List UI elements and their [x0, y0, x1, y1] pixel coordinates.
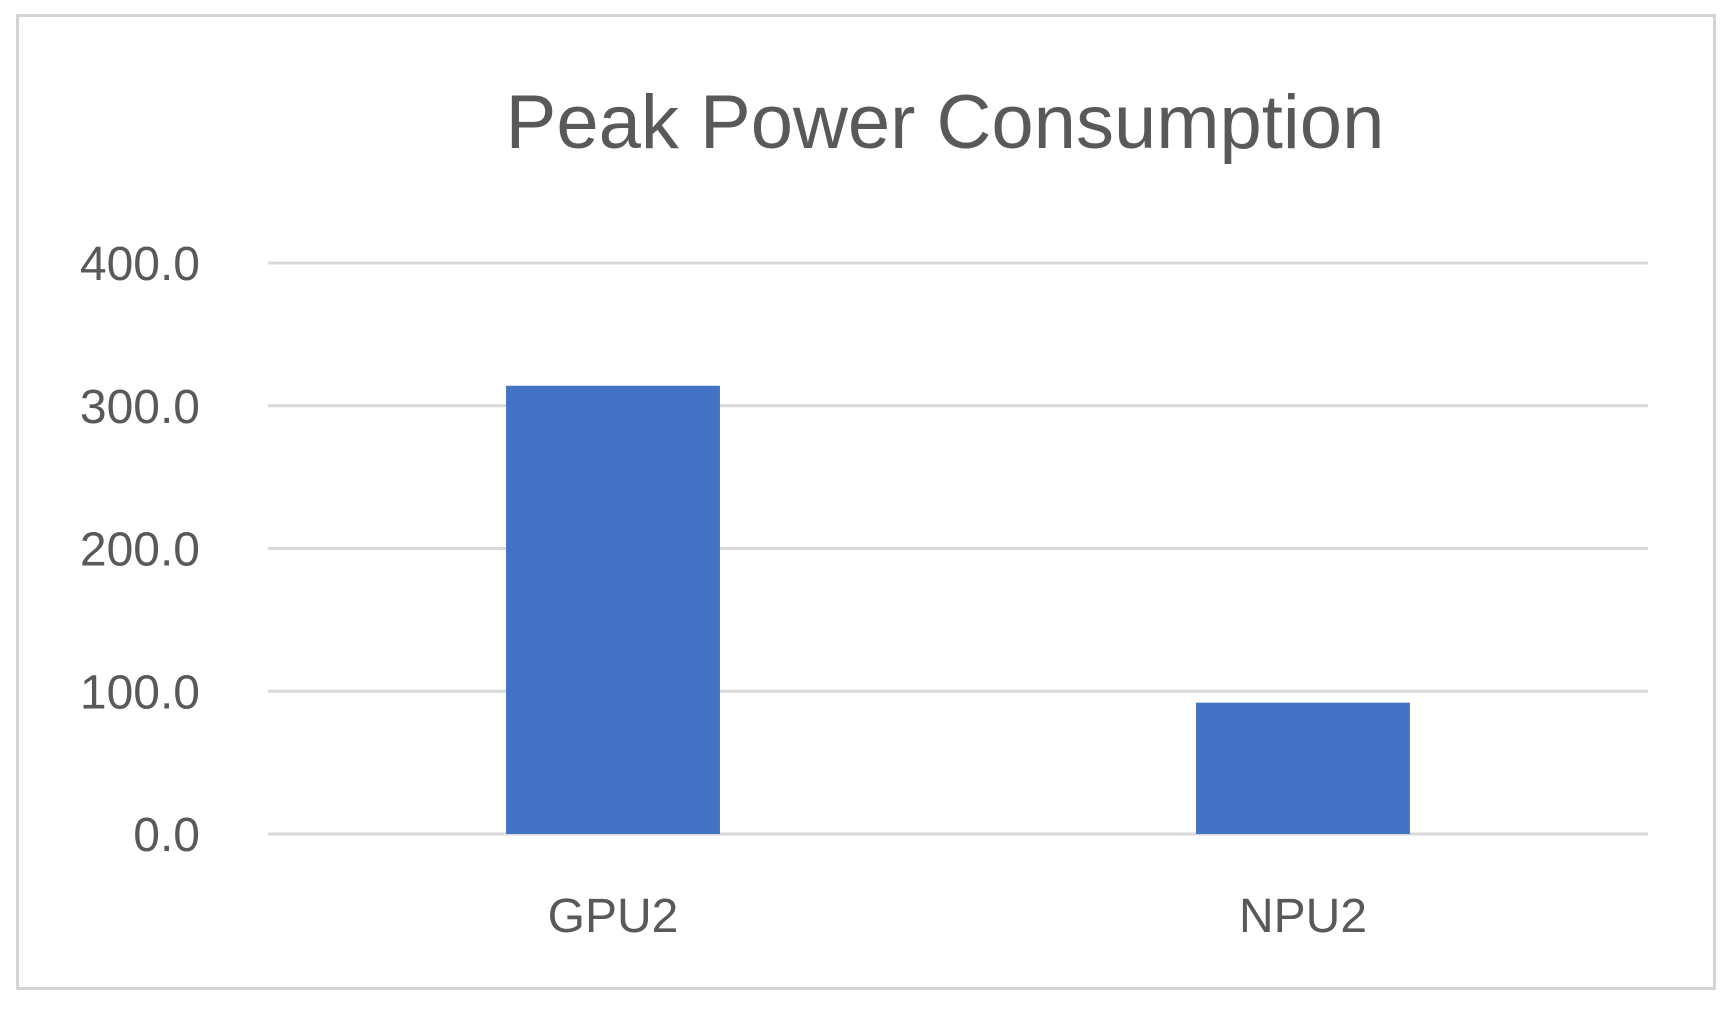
y-tick-label: 400.0 [80, 238, 200, 291]
chart-title: Peak Power Consumption [506, 80, 1385, 165]
bar-npu2 [1196, 702, 1410, 834]
bar-gpu2 [506, 385, 720, 834]
y-tick-label: 200.0 [80, 524, 200, 577]
y-tick-label: 300.0 [80, 381, 200, 434]
y-tick-label: 100.0 [80, 666, 200, 719]
x-category-label: NPU2 [1239, 890, 1367, 943]
x-axis-category-labels: GPU2 NPU2 [548, 890, 1367, 943]
y-tick-label: 0.0 [133, 809, 200, 862]
y-axis-tick-labels: 0.0 100.0 200.0 300.0 400.0 [80, 238, 200, 862]
x-category-label: GPU2 [548, 890, 679, 943]
bars [506, 385, 1410, 834]
chart-frame [16, 14, 1716, 990]
gridlines [268, 261, 1648, 836]
